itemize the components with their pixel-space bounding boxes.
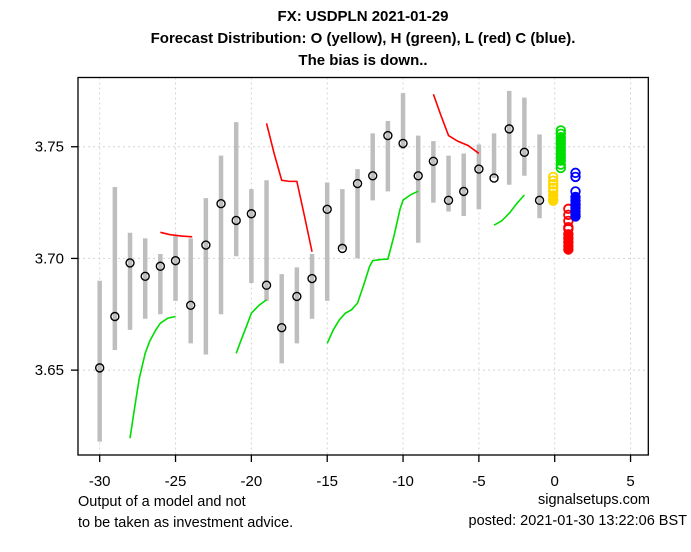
close-marker [246,209,257,219]
close-marker [170,255,181,266]
close-marker [94,363,105,373]
close-forecast-point [570,211,581,222]
close-forecast-point [570,199,581,211]
close-marker [277,322,287,333]
title-line-3: The bias is down.. [298,52,428,69]
close-marker [201,240,211,250]
close-marker [352,178,363,189]
open-forecast-point [547,179,559,190]
title-line-1: FX: USDPLN 2021-01-29 [277,8,449,25]
close-marker [428,156,439,166]
site-credit: signalsetups.com [537,492,650,508]
close-marker [368,171,378,181]
close-marker [307,273,317,284]
x-axis: -30 -25 -20 -15 -10 -5 0 5 [89,455,635,490]
y-axis: 3.65 3.70 3.75 [35,139,78,379]
close-marker [519,147,530,158]
close-marker [443,195,454,206]
disclaimer-line-1: Output of a model and not [78,494,246,510]
low-forecast-point-filled [563,244,574,255]
close-marker [125,258,135,268]
close-marker [534,195,545,206]
close-marker [398,138,408,149]
forecast-line-green [493,194,525,226]
price-bars [97,90,542,442]
forecast-line-red [265,123,313,252]
close-marker [110,311,120,322]
title-line-2: Forecast Distribution: O (yellow), H (gr… [150,30,576,47]
close-marker [337,243,348,254]
x-tick-label: 0 [551,473,559,490]
disclaimer-line-2: to be taken as investment advice. [78,515,294,531]
close-forecast-point [570,167,581,179]
forecast-line-green [235,299,268,354]
high-forecast-point [555,159,566,170]
high-forecast-point [555,125,566,136]
x-tick-label: -10 [392,473,414,490]
forecast-clusters [547,125,581,255]
open-forecast-point [547,186,559,197]
y-tick-label: 3.65 [35,362,64,379]
x-tick-label: -25 [165,473,187,490]
close-marker [155,261,166,271]
close-marker [292,291,302,302]
x-tick-label: -30 [89,473,111,490]
close-marker [504,124,514,134]
forecast-line-red [160,231,193,238]
close-markers [94,124,545,373]
posted-timestamp: posted: 2021-01-30 13:22:06 BST [468,513,687,529]
open-forecast-point [547,182,559,194]
forecast-line-red [432,93,480,155]
close-marker [474,164,484,174]
open-forecast-point [547,175,559,186]
close-marker [140,271,150,282]
high-forecast-cluster [555,125,566,174]
forecast-lines [129,93,525,439]
close-marker [383,130,393,141]
disclaimer: Output of a model and not to be taken as… [78,492,293,534]
close-marker [185,300,196,311]
open-forecast-cluster [547,171,559,207]
close-marker [216,199,226,209]
high-forecast-point [555,162,566,174]
close-marker [231,215,241,226]
x-tick-label: -5 [472,473,485,490]
y-tick-label: 3.75 [35,139,64,156]
forecast-line-green [326,190,419,344]
close-forecast-cluster [570,167,581,222]
y-tick-label: 3.70 [35,250,64,267]
open-forecast-point [547,171,559,183]
close-marker [322,204,332,214]
x-tick-label: 5 [626,473,634,490]
x-tick-label: -15 [316,473,338,490]
x-tick-label: -20 [241,473,263,490]
close-marker [459,186,469,197]
forecast-line-green [129,315,176,439]
low-forecast-cluster [563,203,574,255]
close-marker [413,171,423,181]
open-forecast-point-filled [547,195,559,207]
plot-box [77,76,649,456]
close-forecast-point [570,186,581,197]
close-marker [261,280,272,290]
close-marker [489,173,499,183]
grid [78,77,649,455]
low-forecast-point [563,223,574,235]
chart-title: FX: USDPLN 2021-01-29 Forecast Distribut… [78,6,648,72]
high-forecast-point [555,128,566,139]
close-forecast-point [570,171,581,183]
